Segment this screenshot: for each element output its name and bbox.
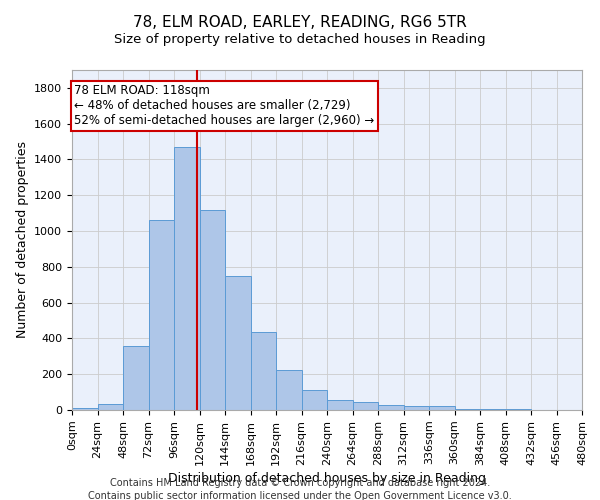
Bar <box>455 409 480 410</box>
Text: 78, ELM ROAD, EARLEY, READING, RG6 5TR: 78, ELM ROAD, EARLEY, READING, RG6 5TR <box>133 15 467 30</box>
Bar <box>225 276 251 410</box>
Text: 78 ELM ROAD: 118sqm
← 48% of detached houses are smaller (2,729)
52% of semi-det: 78 ELM ROAD: 118sqm ← 48% of detached ho… <box>74 84 374 128</box>
Bar <box>251 332 276 410</box>
Bar <box>97 404 123 410</box>
Bar <box>174 147 199 410</box>
Bar <box>353 402 378 410</box>
Bar <box>123 346 149 410</box>
Bar <box>199 210 225 410</box>
Bar <box>378 404 404 410</box>
X-axis label: Distribution of detached houses by size in Reading: Distribution of detached houses by size … <box>168 472 486 485</box>
Text: Contains public sector information licensed under the Open Government Licence v3: Contains public sector information licen… <box>88 491 512 500</box>
Bar <box>72 408 97 410</box>
Y-axis label: Number of detached properties: Number of detached properties <box>16 142 29 338</box>
Text: Size of property relative to detached houses in Reading: Size of property relative to detached ho… <box>114 32 486 46</box>
Bar <box>149 220 174 410</box>
Text: Contains HM Land Registry data © Crown copyright and database right 2024.: Contains HM Land Registry data © Crown c… <box>110 478 490 488</box>
Bar <box>480 409 505 410</box>
Bar <box>505 409 531 410</box>
Bar <box>327 400 353 410</box>
Bar <box>302 390 327 410</box>
Bar <box>404 406 429 410</box>
Bar <box>429 406 455 410</box>
Bar <box>276 370 302 410</box>
